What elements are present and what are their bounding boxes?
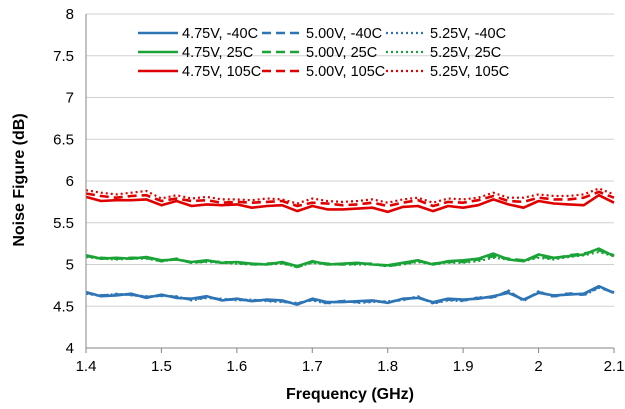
legend-label-3: 4.75V, 25C (182, 45, 253, 61)
legend-label-4: 5.00V, 25C (306, 45, 377, 61)
series-line-6 (85, 193, 615, 214)
legend-label-5: 5.25V, 25C (430, 45, 501, 61)
y-tick-label: 7 (66, 90, 74, 107)
x-tick-label: 1.7 (302, 358, 323, 375)
x-tick-label: 2.1 (604, 358, 625, 375)
y-tick-labels: 4 4.5 5 5.5 6 6.5 7 7.5 8 (53, 6, 74, 357)
series-line-5 (85, 250, 615, 269)
y-tick-label: 5.5 (53, 215, 74, 232)
legend-label-0: 4.75V, -40C (182, 26, 258, 42)
x-tick-label: 1.4 (76, 358, 97, 375)
legend-label-1: 5.00V, -40C (306, 26, 382, 42)
y-tick-label: 6 (66, 173, 74, 190)
legend-label-6: 4.75V, 105C (182, 64, 261, 80)
grid-lines (86, 13, 614, 349)
y-axis-title: Noise Figure (dB) (11, 113, 28, 246)
y-tick-label: 7.5 (53, 48, 74, 65)
y-tick-label: 8 (66, 6, 74, 23)
x-axis-title: Frequency (GHz) (286, 386, 414, 403)
x-tick-labels: 1.4 1.5 1.6 1.7 1.8 1.9 2 2.1 (76, 358, 625, 375)
legend-label-2: 5.25V, -40C (430, 26, 506, 42)
legend: 4.75V, -40C 5.00V, -40C 5.25V, -40C 4.75V, … (138, 26, 509, 80)
x-tick-label: 1.5 (151, 358, 172, 375)
series-line-7 (85, 190, 615, 208)
axes (85, 14, 615, 353)
x-tick-label: 2 (534, 358, 542, 375)
x-tick-label: 1.6 (226, 358, 247, 375)
legend-label-8: 5.25V, 105C (430, 64, 509, 80)
legend-label-7: 5.00V, 105C (306, 64, 385, 80)
y-tick-label: 5 (66, 257, 74, 274)
y-tick-label: 4 (66, 340, 74, 357)
series-lines (85, 187, 615, 306)
y-tick-label: 4.5 (53, 298, 74, 315)
y-tick-label: 6.5 (53, 131, 74, 148)
x-tick-label: 1.8 (377, 358, 398, 375)
series-line-8 (85, 187, 615, 205)
x-tick-label: 1.9 (453, 358, 474, 375)
series-line-2 (85, 286, 615, 305)
